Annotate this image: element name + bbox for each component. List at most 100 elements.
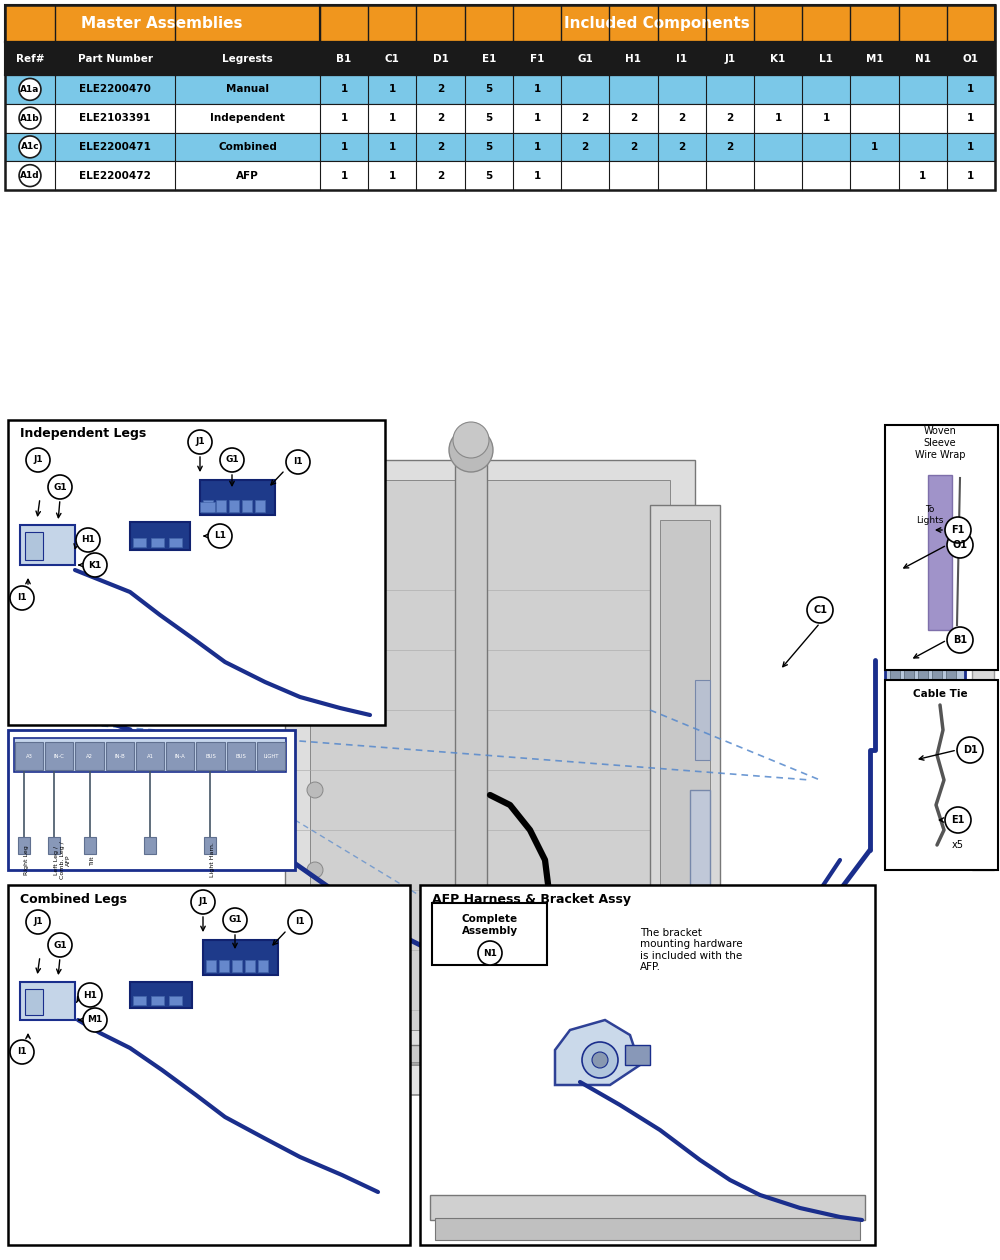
Text: H1: H1: [83, 990, 97, 999]
Text: F1: F1: [951, 525, 965, 536]
Circle shape: [945, 517, 971, 543]
Text: G1: G1: [228, 916, 242, 925]
Bar: [203, 500, 213, 512]
Circle shape: [592, 1052, 608, 1068]
Text: 1: 1: [967, 113, 975, 123]
Text: 1: 1: [340, 170, 348, 180]
Bar: [5, 5, 995, 190]
Text: N1: N1: [915, 53, 931, 63]
Bar: [200, 480, 275, 515]
Bar: [245, 960, 255, 971]
Bar: [25, 532, 43, 559]
Circle shape: [191, 890, 215, 914]
Text: 2: 2: [437, 84, 444, 94]
Text: D1: D1: [963, 745, 977, 755]
Bar: [48, 837, 60, 854]
Text: Master Assemblies: Master Assemblies: [81, 16, 243, 32]
Text: G1: G1: [53, 940, 67, 950]
Bar: [166, 742, 194, 770]
Bar: [285, 460, 695, 1045]
Bar: [918, 530, 928, 701]
Text: 5: 5: [485, 170, 492, 180]
Bar: [25, 989, 43, 1016]
Bar: [5, 76, 995, 103]
Text: B1: B1: [336, 53, 352, 63]
Text: C1: C1: [385, 53, 400, 63]
Bar: [5, 103, 995, 132]
Text: 1: 1: [774, 113, 782, 123]
Bar: [75, 742, 104, 770]
Text: 1: 1: [340, 142, 348, 152]
Circle shape: [891, 591, 909, 609]
Circle shape: [83, 1008, 107, 1032]
Circle shape: [453, 422, 489, 457]
Text: 1: 1: [389, 113, 396, 123]
Bar: [242, 500, 252, 512]
Text: 1: 1: [533, 113, 541, 123]
Text: J1: J1: [33, 456, 43, 465]
Text: G1: G1: [53, 483, 67, 491]
Bar: [196, 742, 225, 770]
Text: M1: M1: [87, 1016, 103, 1024]
Circle shape: [188, 430, 212, 454]
Circle shape: [478, 941, 502, 965]
Bar: [310, 480, 670, 1029]
Text: H1: H1: [625, 53, 641, 63]
Text: 5: 5: [485, 113, 492, 123]
Circle shape: [83, 553, 107, 577]
Bar: [5, 42, 995, 76]
Text: A1: A1: [146, 753, 154, 759]
Text: A1c: A1c: [21, 142, 39, 151]
Text: ELE2103391: ELE2103391: [79, 113, 151, 123]
Circle shape: [893, 571, 911, 588]
Bar: [928, 475, 952, 630]
Text: A1d: A1d: [20, 171, 40, 180]
Text: E1: E1: [482, 53, 496, 63]
Bar: [885, 425, 998, 670]
Circle shape: [957, 737, 983, 764]
Text: B1: B1: [953, 635, 967, 645]
Bar: [695, 680, 710, 760]
Circle shape: [286, 450, 310, 474]
Bar: [420, 885, 875, 1245]
Bar: [84, 837, 96, 854]
Bar: [885, 680, 998, 869]
Bar: [216, 500, 226, 512]
Text: 1: 1: [340, 84, 348, 94]
Circle shape: [19, 136, 41, 158]
Polygon shape: [197, 1045, 783, 1063]
Bar: [258, 960, 268, 971]
Circle shape: [19, 78, 41, 101]
Circle shape: [19, 107, 41, 129]
Circle shape: [307, 862, 323, 878]
Circle shape: [76, 528, 100, 552]
Bar: [690, 790, 710, 910]
Circle shape: [947, 627, 973, 653]
Bar: [430, 1194, 865, 1220]
Text: BUS: BUS: [235, 753, 246, 759]
Text: C1: C1: [813, 605, 827, 615]
Text: Included Components: Included Components: [564, 16, 750, 32]
Text: I1: I1: [17, 1047, 27, 1056]
Text: 2: 2: [678, 142, 685, 152]
Circle shape: [223, 908, 247, 932]
Bar: [660, 520, 710, 1029]
Text: LIGHT: LIGHT: [263, 753, 279, 759]
Bar: [255, 500, 265, 512]
Text: IN-C: IN-C: [54, 753, 65, 759]
Text: I1: I1: [295, 917, 305, 926]
Text: 1: 1: [340, 113, 348, 123]
Text: A1b: A1b: [20, 113, 40, 122]
Circle shape: [894, 530, 912, 549]
Text: Right Leg: Right Leg: [24, 845, 29, 874]
Circle shape: [19, 165, 41, 186]
Bar: [227, 742, 255, 770]
Text: Light Harn.: Light Harn.: [210, 843, 215, 877]
Text: D1: D1: [433, 53, 448, 63]
Circle shape: [889, 551, 907, 570]
Text: ELE2200470: ELE2200470: [79, 84, 151, 94]
Text: 5: 5: [485, 142, 492, 152]
Text: I1: I1: [17, 593, 27, 602]
Bar: [144, 837, 156, 854]
Text: 2: 2: [437, 113, 444, 123]
